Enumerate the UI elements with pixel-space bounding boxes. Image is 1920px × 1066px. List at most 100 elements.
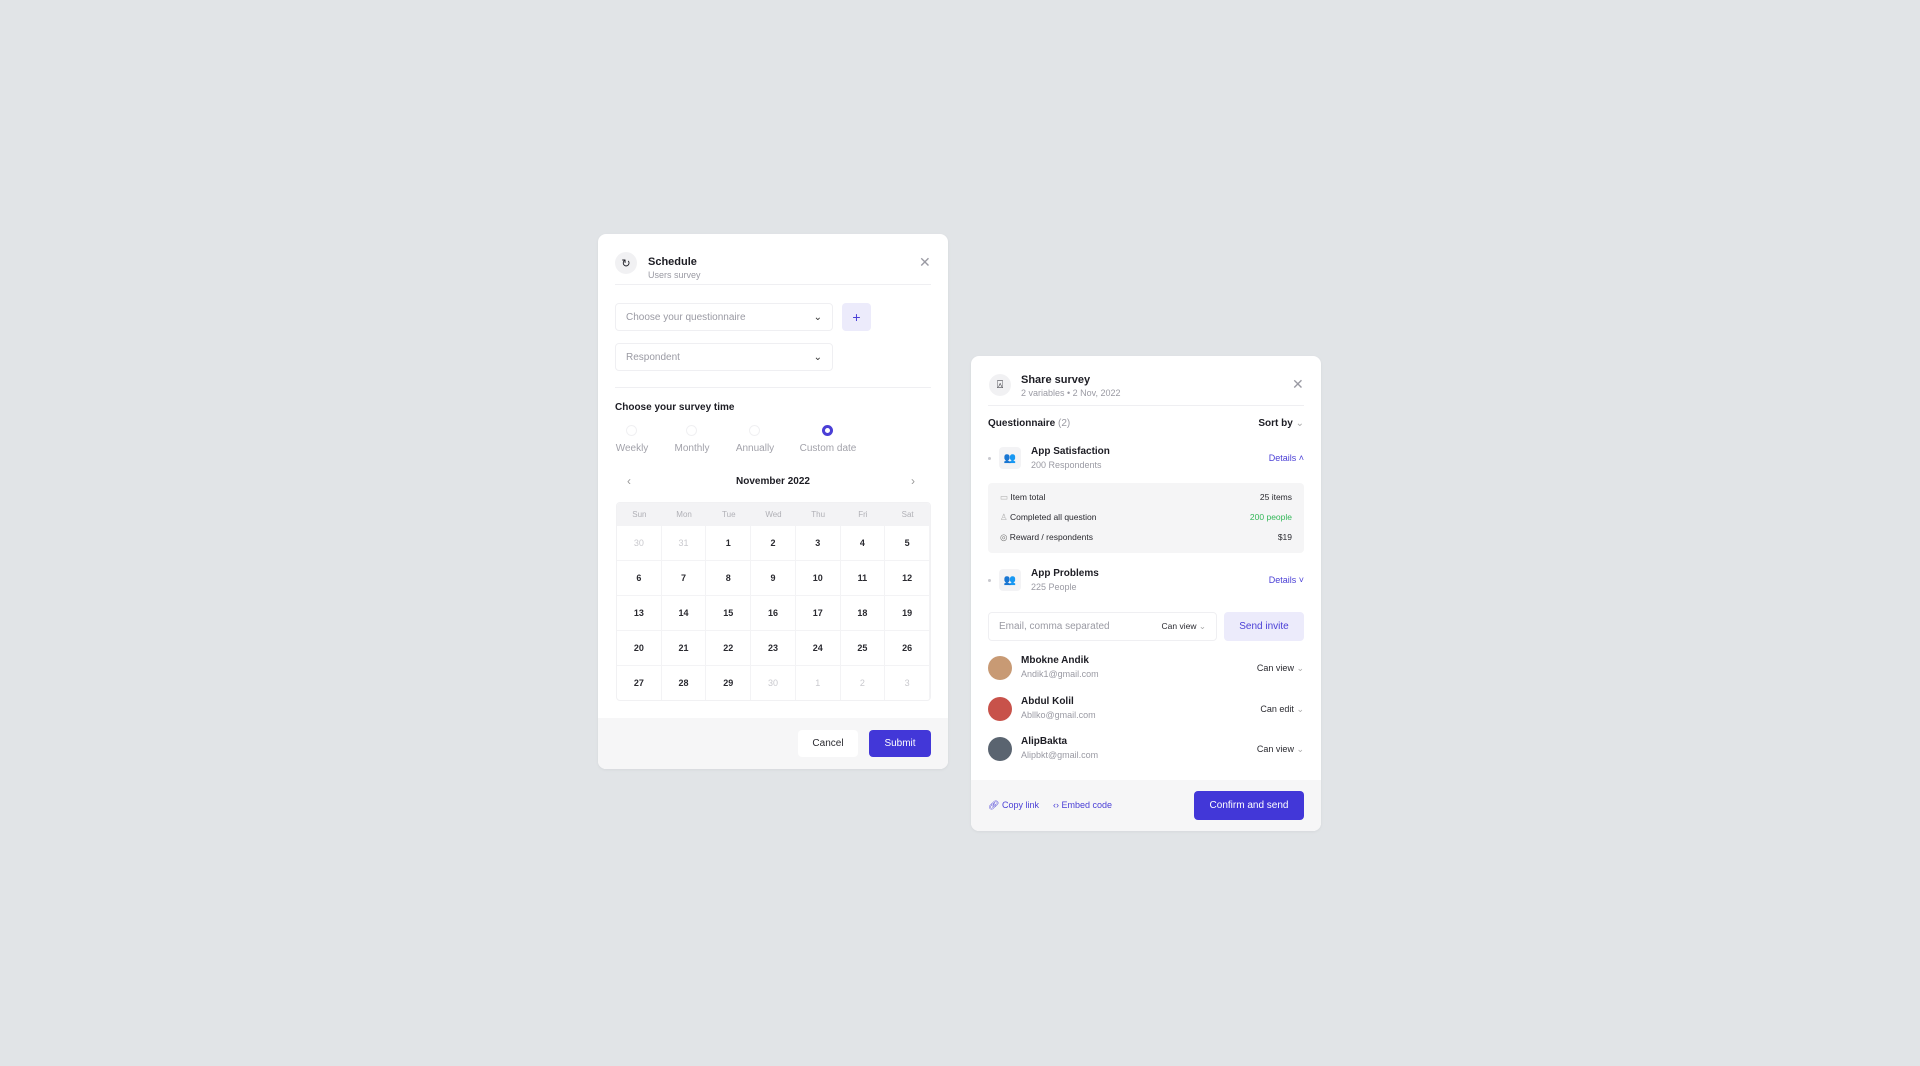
item-subtitle: 225 People (1031, 582, 1077, 592)
calendar-day[interactable]: 31 (661, 525, 707, 560)
weekday-header: Mon (661, 503, 707, 525)
radio-label: Monthly (674, 443, 710, 454)
permission-label: Can view (1256, 744, 1294, 754)
dialog-title: Share survey (1021, 374, 1091, 386)
radio-custom-date[interactable] (822, 425, 833, 436)
next-month-icon[interactable]: › (911, 474, 915, 488)
calendar-day[interactable]: 16 (751, 595, 796, 630)
sort-by-dropdown[interactable]: Sort by ⌄ (1258, 418, 1304, 429)
close-icon[interactable]: ✕ (1292, 376, 1304, 392)
link-icon: 🔗︎ (988, 800, 1000, 810)
calendar-day[interactable]: 27 (617, 665, 662, 700)
embed-code-button[interactable]: ‹› Embed code (1053, 800, 1112, 810)
chevron-down-icon: ⌄ (1295, 418, 1304, 429)
details-label: Details (1268, 575, 1297, 585)
dialog-subtitle: Users survey (648, 270, 701, 280)
divider (988, 405, 1304, 406)
person-name: Abdul Kolil (1021, 696, 1074, 707)
cancel-button[interactable]: Cancel (798, 730, 858, 757)
submit-button[interactable]: Submit (869, 730, 931, 757)
send-invite-button[interactable]: Send invite (1224, 612, 1304, 641)
calendar-day[interactable]: 29 (706, 665, 752, 700)
add-button[interactable]: + (842, 303, 871, 331)
calendar-day[interactable]: 12 (885, 560, 930, 595)
calendar-day[interactable]: 30 (617, 525, 662, 560)
questionnaire-placeholder: Choose your questionnaire (626, 311, 746, 323)
calendar-day[interactable]: 21 (661, 630, 707, 665)
weekday-header: Wed (751, 503, 796, 525)
calendar-day[interactable]: 24 (795, 630, 841, 665)
calendar-day[interactable]: 7 (661, 560, 707, 595)
radio-annually[interactable] (749, 425, 760, 436)
users-icon: 👥 (999, 447, 1021, 469)
users-icon: 👥 (999, 569, 1021, 591)
calendar-day[interactable]: 13 (617, 595, 662, 630)
radio-label: Custom date (799, 443, 857, 454)
detail-value: 200 people (1249, 512, 1292, 522)
radio-weekly[interactable] (626, 425, 637, 436)
email-input[interactable]: Email, comma separated Can view ⌄ (988, 612, 1217, 641)
permission-dropdown[interactable]: Can view ⌄ (1257, 663, 1304, 674)
user-check-icon: ♙ (1000, 512, 1010, 522)
calendar-day[interactable]: 20 (617, 630, 662, 665)
detail-label: Completed all question (1009, 512, 1097, 522)
chevron-down-icon: ⌄ (1198, 621, 1206, 631)
details-toggle[interactable]: Details ˄ (1269, 453, 1304, 463)
calendar-day[interactable]: 1 (706, 525, 752, 560)
confirm-and-send-button[interactable]: Confirm and send (1194, 791, 1304, 820)
calendar-day[interactable]: 25 (840, 630, 886, 665)
close-icon[interactable]: ✕ (919, 254, 931, 270)
email-permission-select[interactable]: Can view ⌄ (1162, 621, 1206, 632)
calendar-day[interactable]: 17 (795, 595, 841, 630)
radio-monthly[interactable] (686, 425, 697, 436)
calendar-day[interactable]: 11 (840, 560, 886, 595)
calendar-day[interactable]: 19 (885, 595, 930, 630)
avatar (988, 656, 1012, 680)
item-subtitle: 200 Respondents (1031, 460, 1102, 470)
detail-value: 25 items (1259, 492, 1292, 502)
calendar-day[interactable]: 3 (795, 525, 841, 560)
calendar-day[interactable]: 1 (795, 665, 841, 700)
survey-time-heading: Choose your survey time (615, 402, 735, 413)
permission-label: Can view (1256, 663, 1294, 673)
calendar-day[interactable]: 15 (706, 595, 752, 630)
calendar-day[interactable]: 28 (661, 665, 707, 700)
detail-label: Reward / respondents (1009, 532, 1093, 542)
respondent-select[interactable]: Respondent ⌄ (615, 343, 833, 371)
calendar-day[interactable]: 2 (840, 665, 886, 700)
copy-link-button[interactable]: 🔗︎ Copy link (988, 800, 1039, 811)
calendar-day[interactable]: 18 (840, 595, 886, 630)
chevron-down-icon: ⌄ (1296, 704, 1304, 714)
permission-dropdown[interactable]: Can edit ⌄ (1260, 704, 1304, 715)
calendar-day[interactable]: 3 (885, 665, 930, 700)
calendar-day[interactable]: 14 (661, 595, 707, 630)
questionnaire-select[interactable]: Choose your questionnaire ⌄ (615, 303, 833, 331)
calendar-day[interactable]: 8 (706, 560, 752, 595)
schedule-icon: ↻ (615, 252, 637, 274)
prev-month-icon[interactable]: ‹ (627, 474, 631, 488)
calendar-day[interactable]: 10 (795, 560, 841, 595)
calendar-day[interactable]: 6 (617, 560, 662, 595)
detail-row: ▭ Item total 25 items (1000, 492, 1292, 503)
calendar-day[interactable]: 4 (840, 525, 886, 560)
weekday-header: Sat (885, 503, 930, 525)
avatar (988, 697, 1012, 721)
calendar-day[interactable]: 30 (751, 665, 796, 700)
questionnaire-heading: Questionnaire (2) (988, 418, 1070, 429)
questionnaire-label: Questionnaire (988, 418, 1056, 429)
calendar-day[interactable]: 23 (751, 630, 796, 665)
details-toggle[interactable]: Details ˅ (1269, 575, 1304, 585)
calendar-day[interactable]: 9 (751, 560, 796, 595)
calendar-day[interactable]: 26 (885, 630, 930, 665)
dialog-subtitle: 2 variables • 2 Nov, 2022 (1021, 388, 1121, 398)
calendar-day[interactable]: 5 (885, 525, 930, 560)
chevron-down-icon: ˅ (1298, 575, 1304, 585)
item-title: App Satisfaction (1031, 446, 1110, 457)
chevron-down-icon: ⌄ (813, 351, 822, 363)
calendar-day[interactable]: 2 (751, 525, 796, 560)
chart-icon: ▭ (1000, 492, 1011, 502)
copy-link-label: Copy link (1001, 800, 1039, 810)
calendar-day[interactable]: 22 (706, 630, 752, 665)
weekday-header: Tue (706, 503, 752, 525)
permission-dropdown[interactable]: Can view ⌄ (1257, 744, 1304, 755)
